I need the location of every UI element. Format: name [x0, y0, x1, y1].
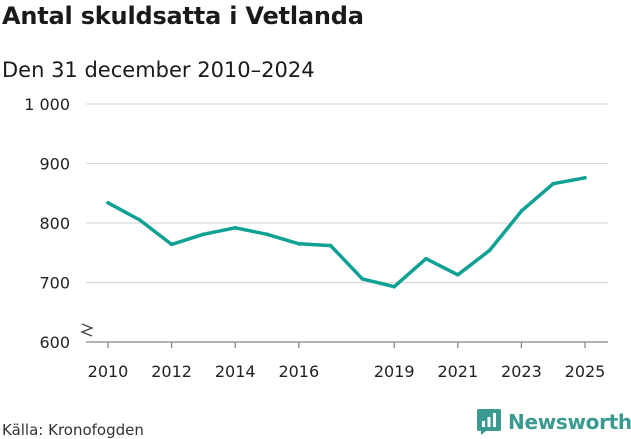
- chart-subtitle: Den 31 december 2010–2024: [2, 58, 315, 82]
- y-tick-label-800: 800: [39, 214, 70, 233]
- x-tick-label-2012: 2012: [151, 362, 192, 381]
- x-tick-label-2014: 2014: [215, 362, 256, 381]
- source-note: Källa: Kronofogden: [2, 421, 144, 439]
- newsworthy-logo-icon: [477, 409, 501, 435]
- x-tick-label-2016: 2016: [278, 362, 319, 381]
- data-point-2024: [551, 181, 555, 186]
- data-point-2017: [328, 243, 333, 248]
- data-point-2015: [265, 232, 269, 237]
- data-point-2016: [297, 242, 301, 246]
- data-point-2025: [583, 175, 587, 180]
- data-point-2012: [169, 242, 174, 247]
- data-point-2023: [519, 209, 524, 213]
- y-tick-label-1000: 1 000: [24, 95, 70, 114]
- x-tick-label-2025: 2025: [565, 362, 606, 381]
- data-point-2020: [424, 256, 428, 261]
- data-point-2022: [487, 248, 492, 253]
- data-point-2019: [392, 284, 397, 289]
- x-tick-label-2023: 2023: [501, 362, 542, 381]
- data-point-2010: [106, 200, 110, 205]
- data-point-2014: [233, 225, 237, 230]
- axis-break-icon: [80, 323, 94, 337]
- x-tick-label-2010: 2010: [88, 362, 129, 381]
- y-tick-label-700: 700: [39, 274, 70, 293]
- data-point-2018: [360, 277, 365, 281]
- series-line-0: [106, 176, 587, 289]
- chart-title: Antal skuldsatta i Vetlanda: [2, 2, 364, 30]
- x-tick-label-2019: 2019: [374, 362, 415, 381]
- data-point-2013: [201, 232, 206, 237]
- y-tick-label-900: 900: [39, 155, 70, 174]
- brand-name: Newsworthy: [508, 410, 631, 434]
- y-tick-label-600: 600: [39, 333, 70, 352]
- x-tick-label-2021: 2021: [437, 362, 478, 381]
- brand-logo: Newsworthy: [476, 408, 631, 436]
- data-point-2021: [456, 272, 460, 277]
- data-point-2011: [138, 218, 142, 222]
